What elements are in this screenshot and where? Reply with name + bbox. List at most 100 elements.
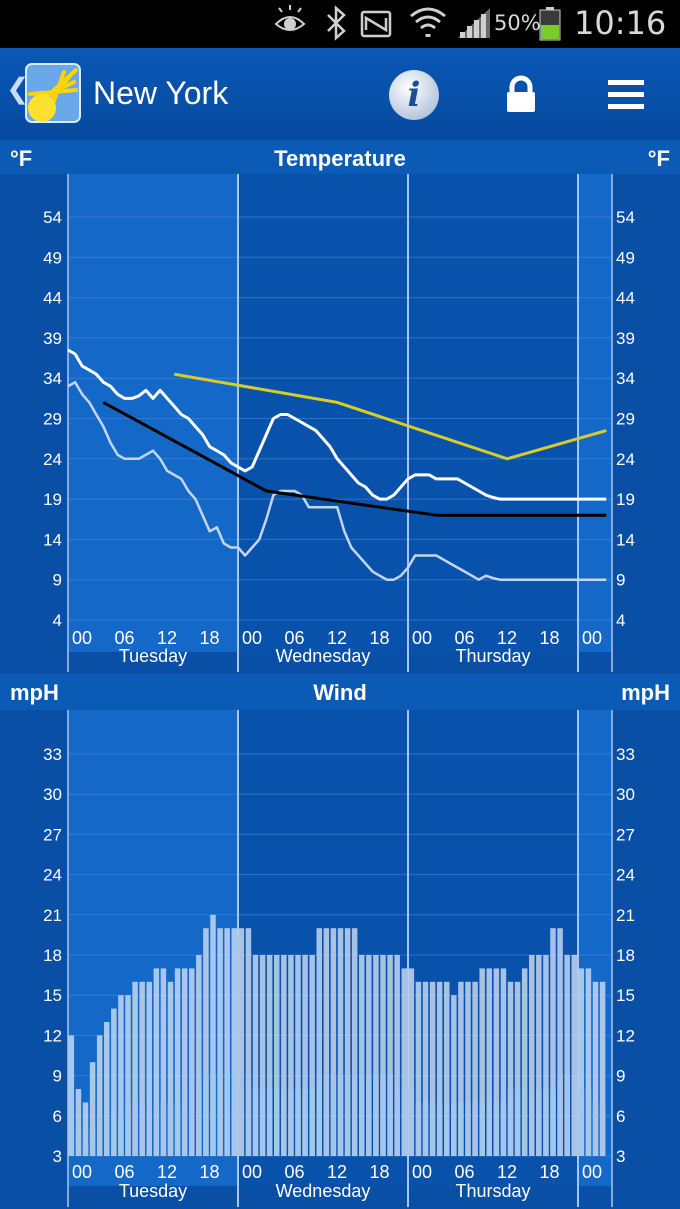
wind-gust-bar [224,928,230,1156]
wind-speed-bar [153,1102,160,1156]
wind-gust-bar [252,955,259,1156]
sun-logo-icon[interactable] [24,62,82,124]
wind-speed-bar [536,1089,542,1156]
clock: 10:16 [574,4,667,42]
wind-gust-bar [493,968,500,1156]
wind-gust-bar [578,968,585,1156]
wind-speed-bar [394,1089,400,1156]
wind-gust-bar [203,928,209,1156]
wind-gust-bar [543,955,549,1156]
wind-speed-bar [351,1075,358,1156]
y-tick-label-right: 9 [616,1067,625,1086]
wind-gust-bar [571,955,577,1156]
wind-gust-bar [514,981,521,1156]
wind-gust-bar [174,968,181,1156]
unit-label-right: mpH [621,680,670,705]
wind-speed-bar [500,1102,507,1156]
wind-gust-bar [486,968,492,1156]
hour-tick-label: 06 [114,1162,134,1182]
series-line-forecast-min [102,401,607,517]
day-label: Wednesday [276,646,371,666]
wind-speed-bar [96,1115,103,1156]
wind-gust-bar [422,981,429,1156]
y-tick-label-right: 54 [616,208,635,227]
y-tick-label-left: 49 [43,248,62,267]
chart-title: Temperature [274,146,406,171]
wind-speed-bar [380,1075,386,1156]
wind-gust-bar [500,968,507,1156]
y-tick-label-left: 3 [53,1147,62,1166]
y-tick-label-right: 18 [616,946,635,965]
chart-header [0,674,680,710]
menu-icon[interactable] [606,78,646,112]
y-tick-label-right: 24 [616,866,635,885]
y-tick-label-left: 34 [43,369,62,388]
wind-gust-bar [458,981,464,1156]
y-tick-label-left: 29 [43,410,62,429]
y-tick-label-right: 21 [616,906,635,925]
hour-tick-label: 18 [539,628,559,648]
wind-gust-bar [592,981,599,1156]
wind-speed-bar [444,1102,450,1156]
wind-gust-bar [401,968,407,1156]
day-label: Tuesday [119,1181,187,1201]
y-tick-label-left: 15 [43,986,62,1005]
y-tick-label-right: 34 [616,369,635,388]
wind-gust-bar [550,928,556,1156]
plot-band [68,710,238,1186]
hour-tick-label: 00 [582,628,602,648]
chevron-left-icon[interactable]: ❮ [6,72,30,105]
wind-speed-bar [196,1089,202,1156]
series-line-min-temp [67,380,607,581]
wind-speed-bar [465,1102,471,1156]
wind-gust-bar [259,955,266,1156]
plot-band [238,710,408,1186]
wind-gust-bar [451,995,457,1156]
y-tick-label-left: 27 [43,825,62,844]
series-line-forecast-max [174,372,607,461]
day-label: Wednesday [276,1181,371,1201]
wind-gust-bar [359,955,365,1156]
wind-gust-bar [245,928,252,1156]
wind-speed-bar [274,1089,280,1156]
wind-gust-bar [266,955,273,1156]
wind-speed-bar [139,1102,145,1156]
wind-speed-bar [75,1129,82,1156]
hour-tick-label: 00 [412,1162,432,1182]
y-tick-label-right: 9 [616,571,625,590]
y-tick-label-left: 6 [53,1107,62,1126]
wind-gust-bar [479,968,485,1156]
wind-speed-bar [401,1089,407,1156]
hour-tick-label: 06 [114,628,134,648]
hour-tick-label: 18 [369,628,389,648]
wind-speed-bar [146,1102,152,1156]
hour-tick-label: 12 [157,628,177,648]
wind-speed-bar [281,1089,287,1156]
wind-speed-bar [302,1089,308,1156]
lock-icon[interactable] [504,75,538,115]
wind-speed-bar [288,1089,294,1156]
plot-band [578,174,612,652]
wind-speed-bar [493,1102,500,1156]
wind-speed-bar [118,1115,124,1156]
wind-speed-bar [217,1075,223,1156]
action-bar: ❮ New York i [0,48,680,140]
info-button[interactable]: i [389,70,439,120]
wind-speed-bar [479,1102,485,1156]
wind-speed-bar [167,1102,174,1156]
wind-gust-bar [337,928,344,1156]
wind-speed-bar [132,1102,138,1156]
hour-tick-label: 00 [412,628,432,648]
wind-gust-bar [585,968,592,1156]
wind-gust-bar [323,928,330,1156]
wind-speed-bar [295,1089,301,1156]
wind-speed-bar [68,1102,75,1156]
y-tick-label-right: 44 [616,289,635,308]
chart-title: Wind [313,680,367,705]
day-label: Thursday [455,1181,530,1201]
wind-gust-bar [96,1035,103,1156]
y-tick-label-left: 24 [43,450,62,469]
unit-label-left: °F [10,146,32,171]
wind-gust-bar [536,955,542,1156]
